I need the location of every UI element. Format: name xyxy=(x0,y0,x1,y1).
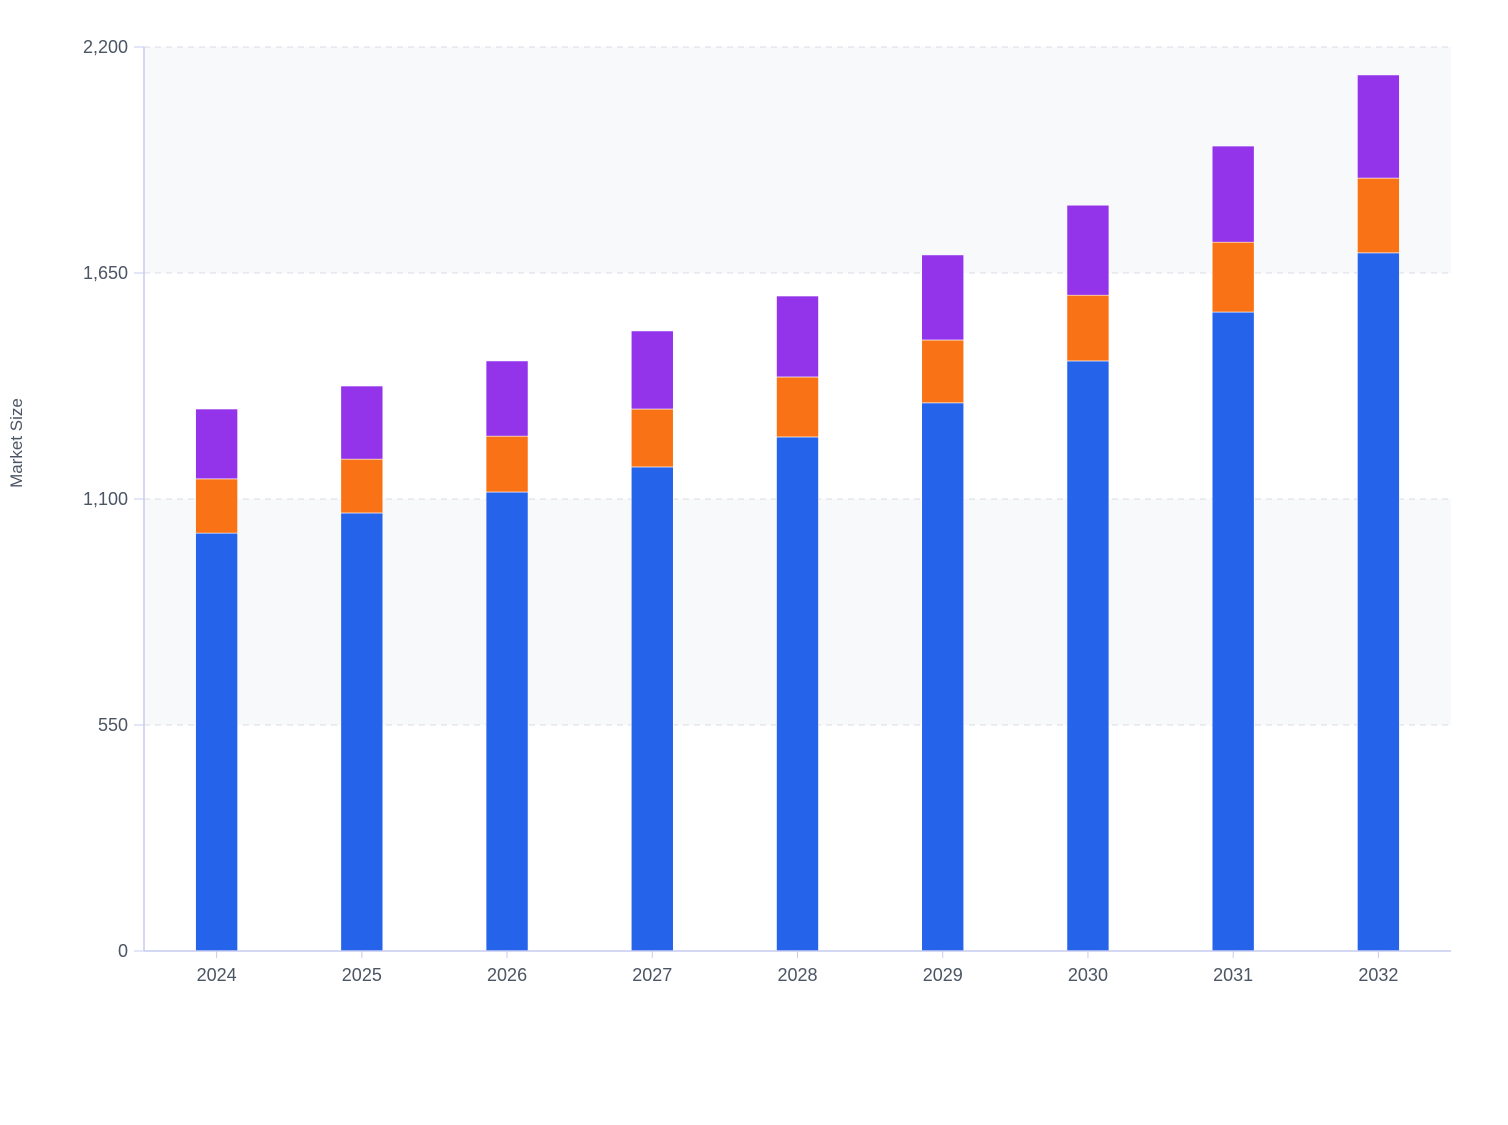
bar-segment-2031-series-2 xyxy=(1211,241,1255,313)
x-tick-label: 2025 xyxy=(342,965,382,985)
bar-segment-2028-series-1 xyxy=(776,436,819,952)
bar-segment-2024-series-1 xyxy=(195,532,238,952)
bar-segment-2026-series-3 xyxy=(485,360,529,437)
bar-segment-2027-series-2 xyxy=(630,408,674,468)
bar-segment-2029-series-1 xyxy=(921,402,965,952)
x-tick-labels: 2024 2025 2026 2027 2028 2029 2030 2031 2032 xyxy=(197,965,1399,985)
x-tick-label: 2029 xyxy=(923,965,963,985)
x-tick-label: 2024 xyxy=(197,965,237,985)
bar-segment-2028-series-2 xyxy=(776,376,819,438)
grid-band xyxy=(144,47,1451,273)
bar-segment-2024-series-3 xyxy=(195,408,238,480)
x-tick-label: 2031 xyxy=(1213,965,1253,985)
y-tick-labels: 0 550 1,100 1,650 2,200 xyxy=(83,37,128,961)
bar-segment-2030-series-3 xyxy=(1066,204,1110,296)
x-tick-label: 2027 xyxy=(632,965,672,985)
axes xyxy=(134,46,1451,958)
bar-segment-2032-series-2 xyxy=(1357,177,1400,254)
bar-segment-2031-series-3 xyxy=(1211,145,1255,243)
bar-segment-2029-series-2 xyxy=(921,339,965,404)
bar-segment-2030-series-1 xyxy=(1066,360,1110,952)
bar-segment-2024-series-2 xyxy=(195,478,238,534)
bar-segment-2030-series-2 xyxy=(1066,294,1110,362)
bar-segment-2026-series-2 xyxy=(485,435,529,493)
bar-segment-2027-series-3 xyxy=(630,330,674,410)
x-tick-label: 2028 xyxy=(777,965,817,985)
y-tick-label: 550 xyxy=(98,715,128,735)
bar-segment-2027-series-1 xyxy=(630,466,674,952)
bar-segment-2029-series-3 xyxy=(921,254,965,341)
bar-segment-2025-series-3 xyxy=(340,385,384,460)
x-tick-label: 2032 xyxy=(1358,965,1398,985)
y-tick-label: 1,650 xyxy=(83,263,128,283)
bar-segment-2031-series-1 xyxy=(1211,311,1255,952)
bar-segment-2025-series-2 xyxy=(340,458,384,514)
bar-segment-2032-series-3 xyxy=(1357,74,1400,179)
y-axis-label: Market Size xyxy=(7,398,26,488)
bar-segment-2032-series-1 xyxy=(1357,252,1400,952)
bars xyxy=(195,74,1400,952)
y-tick-label: 1,100 xyxy=(83,489,128,509)
bar-segment-2025-series-1 xyxy=(340,512,384,952)
bar-segment-2028-series-3 xyxy=(776,295,819,378)
y-tick-label: 2,200 xyxy=(83,37,128,57)
x-tick-label: 2030 xyxy=(1068,965,1108,985)
y-tick-label: 0 xyxy=(118,941,128,961)
bar-segment-2026-series-1 xyxy=(485,491,529,952)
x-tick-label: 2026 xyxy=(487,965,527,985)
